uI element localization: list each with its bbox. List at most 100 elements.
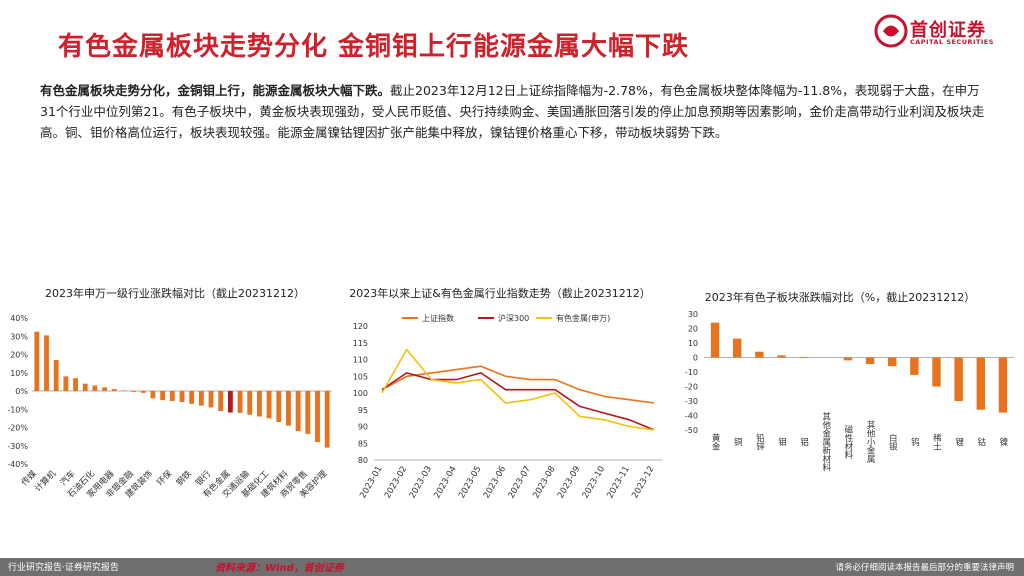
bar bbox=[34, 331, 40, 391]
bar bbox=[53, 359, 59, 391]
y-tick-label: 0 bbox=[693, 354, 698, 363]
y-tick-label: -40% bbox=[7, 460, 28, 469]
chart-title: 2023年申万一级行业涨跌幅对比（截止20231212） bbox=[45, 286, 305, 300]
bar bbox=[710, 322, 720, 358]
x-tick-label: 黄金 bbox=[710, 433, 720, 451]
y-tick-label: 40% bbox=[10, 314, 28, 323]
x-tick-label: 2023-08 bbox=[531, 465, 557, 501]
x-tick-label: 铅锌 bbox=[754, 433, 764, 452]
y-tick-label: -30 bbox=[685, 397, 698, 406]
bar bbox=[189, 391, 195, 404]
bar bbox=[227, 391, 233, 413]
footer-disclaimer: 请务必仔细阅读本报告最后部分的重要法律声明 bbox=[835, 563, 1014, 573]
bar bbox=[954, 357, 963, 401]
y-tick-label: 110 bbox=[353, 356, 368, 365]
index-line-chart: 2023年以来上证&有色金属行业指数走势（截止20231212） 120 115 11… bbox=[340, 282, 680, 544]
y-tick-label: 30% bbox=[10, 332, 28, 341]
industry-bar-chart: 2023年申万一级行业涨跌幅对比（截止20231212） 40% 30% 20% 10%… bbox=[0, 282, 340, 544]
bar bbox=[976, 357, 985, 410]
legend-label: 上证指数 bbox=[422, 313, 454, 323]
bar bbox=[266, 391, 272, 419]
x-tick-label: 其他小金属 bbox=[865, 421, 875, 464]
x-tick-label: 2023-09 bbox=[556, 465, 582, 501]
y-tick-label: 30 bbox=[688, 310, 698, 319]
series-line bbox=[381, 372, 655, 431]
x-tick-label: 钴 bbox=[976, 437, 986, 447]
bar bbox=[73, 378, 78, 391]
bar bbox=[82, 383, 88, 391]
summary-lead: 有色金属板块走势分化，金铜钼上行，能源金属板块大幅下跌。 bbox=[40, 83, 391, 98]
x-tick-label: 2023-02 bbox=[383, 465, 409, 501]
bar bbox=[247, 391, 253, 415]
logo-sub: CAPITAL SECURITIES bbox=[910, 38, 994, 46]
legend-label: 有色金属(申万) bbox=[556, 313, 610, 323]
y-tick-label: 20% bbox=[10, 351, 28, 360]
bar bbox=[169, 391, 175, 402]
x-tick-label: 计算机 bbox=[32, 468, 58, 494]
y-tick-label: 90 bbox=[358, 423, 368, 432]
x-tick-label: 其他金属新材料 bbox=[821, 412, 831, 472]
y-tick-label: 0% bbox=[15, 387, 28, 396]
bar bbox=[218, 391, 224, 412]
bar bbox=[799, 357, 808, 358]
bar bbox=[276, 391, 282, 423]
chart-title: 2023年有色子板块涨跌幅对比（%，截止20231212） bbox=[705, 290, 975, 304]
bar bbox=[733, 338, 742, 358]
x-tick-label: 2023-05 bbox=[457, 465, 483, 501]
chart-title: 2023年以来上证&有色金属行业指数走势（截止20231212） bbox=[349, 286, 651, 300]
series-line bbox=[381, 348, 655, 431]
bar bbox=[111, 389, 117, 391]
bar bbox=[63, 376, 69, 391]
bar bbox=[208, 391, 214, 408]
y-tick-label: -40 bbox=[685, 412, 698, 421]
x-tick-label: 2023-07 bbox=[507, 465, 533, 501]
brand-logo: 首创证券 CAPITAL SECURITIES bbox=[874, 14, 1004, 50]
x-tick-label: 钢铁 bbox=[174, 468, 194, 488]
x-tick-label: 2023-11 bbox=[605, 465, 631, 501]
logo-icon bbox=[874, 14, 908, 48]
summary-body: 截止2023年12月12日上证综指降幅为-2.78%，有色金属板块整体降幅为-1… bbox=[40, 83, 985, 140]
y-tick-label: -30% bbox=[7, 442, 28, 451]
y-tick-label: 115 bbox=[353, 339, 368, 348]
bar bbox=[324, 391, 330, 448]
y-tick-label: 100 bbox=[353, 389, 368, 398]
y-tick-label: -10% bbox=[7, 405, 28, 414]
y-tick-label: 20 bbox=[688, 325, 698, 334]
x-tick-label: 2023-12 bbox=[630, 465, 656, 501]
footer-bar bbox=[0, 558, 1024, 576]
y-tick-label: -10 bbox=[685, 368, 698, 377]
bar bbox=[140, 391, 146, 393]
bar bbox=[315, 391, 320, 443]
y-tick-label: -20% bbox=[7, 424, 28, 433]
bar bbox=[160, 391, 166, 401]
bar bbox=[121, 390, 127, 392]
x-tick-label: 白银 bbox=[887, 433, 897, 452]
bar bbox=[932, 357, 941, 387]
bar bbox=[305, 391, 311, 434]
bar bbox=[865, 357, 875, 365]
legend-label: 沪深300 bbox=[498, 313, 529, 323]
x-tick-label: 2023-01 bbox=[358, 465, 384, 501]
x-tick-label: 2023-06 bbox=[482, 465, 508, 501]
y-tick-label: -20 bbox=[685, 383, 698, 392]
bar bbox=[131, 391, 137, 392]
bar bbox=[777, 355, 786, 358]
bar bbox=[888, 357, 897, 367]
y-tick-label: 105 bbox=[353, 372, 368, 381]
y-tick-label: 10 bbox=[688, 339, 698, 348]
x-tick-label: 磁性材料 bbox=[843, 424, 853, 460]
y-tick-label: 10% bbox=[10, 369, 28, 378]
page-title: 有色金属板块走势分化 金铜钼上行能源金属大幅下跌 bbox=[58, 32, 690, 62]
bar bbox=[198, 391, 204, 406]
bar bbox=[102, 387, 107, 391]
summary-paragraph: 有色金属板块走势分化，金铜钼上行，能源金属板块大幅下跌。截止2023年12月12… bbox=[40, 80, 990, 143]
x-tick-label: 2023-04 bbox=[432, 465, 458, 501]
bar bbox=[755, 351, 764, 358]
bar bbox=[44, 335, 49, 391]
bar bbox=[998, 357, 1008, 413]
x-tick-label: 铝 bbox=[799, 437, 809, 447]
logo-name: 首创证券 bbox=[910, 20, 986, 41]
y-tick-label: 95 bbox=[358, 406, 368, 415]
bar bbox=[150, 391, 156, 399]
y-tick-label: 80 bbox=[358, 456, 368, 465]
